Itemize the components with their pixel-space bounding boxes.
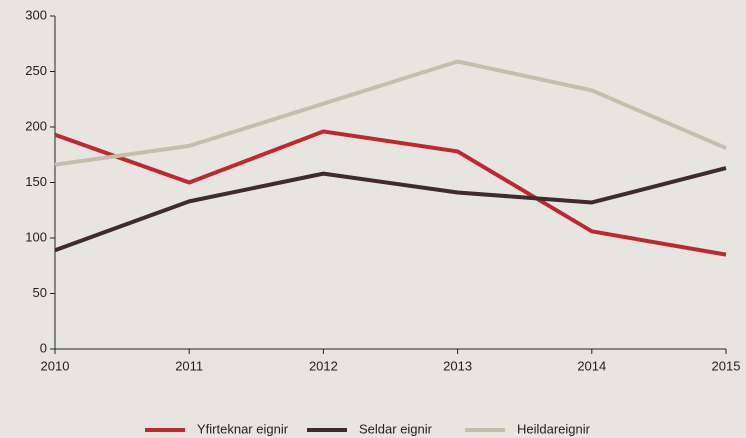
x-tick-label: 2015 [712, 358, 741, 373]
y-tick-label: 50 [33, 285, 47, 300]
series-line [54, 59, 727, 167]
legend-label: Seldar eignir [359, 421, 433, 436]
y-tick-label: 300 [25, 7, 47, 22]
series-line [54, 166, 727, 253]
y-tick-label: 150 [25, 174, 47, 189]
y-tick-label: 0 [40, 340, 47, 355]
y-tick-label: 100 [25, 229, 47, 244]
x-tick-label: 2010 [41, 358, 70, 373]
x-tick-label: 2012 [309, 358, 338, 373]
legend-label: Heildareignir [517, 421, 591, 436]
legend-label: Yfirteknar eignir [197, 421, 289, 436]
y-tick-label: 200 [25, 118, 47, 133]
x-tick-label: 2014 [577, 358, 606, 373]
y-tick-label: 250 [25, 63, 47, 78]
x-tick-label: 2013 [443, 358, 472, 373]
x-tick-label: 2011 [175, 358, 203, 373]
series-line [54, 129, 727, 257]
